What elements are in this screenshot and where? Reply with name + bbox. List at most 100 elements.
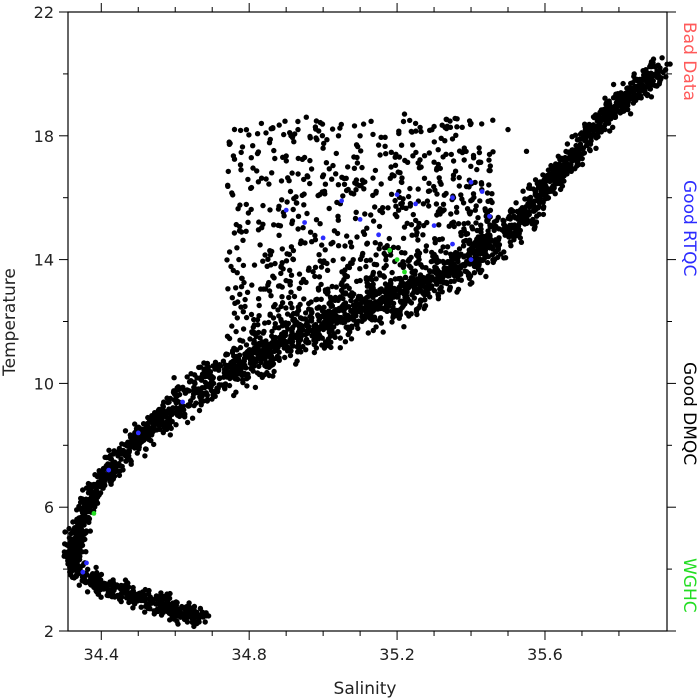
- scatter-point: [383, 253, 389, 259]
- scatter-point: [500, 217, 506, 223]
- scatter-point: [361, 186, 367, 192]
- scatter-point: [473, 220, 479, 226]
- scatter-point: [369, 277, 375, 283]
- scatter-point: [577, 142, 583, 149]
- scatter-point: [246, 132, 252, 138]
- scatter-point: [431, 159, 437, 165]
- scatter-point: [265, 352, 272, 358]
- scatter-point: [315, 285, 322, 291]
- scatter-point: [329, 303, 336, 309]
- scatter-point: [540, 205, 547, 211]
- scatter-point: [590, 123, 596, 130]
- scatter-point: [400, 235, 407, 241]
- scatter-point: [281, 213, 287, 219]
- scatter-point: [454, 266, 461, 272]
- scatter-point: [415, 286, 422, 292]
- scatter-point: [436, 222, 442, 228]
- scatter-point: [463, 237, 469, 244]
- scatter-point: [240, 338, 246, 344]
- scatter-point: [486, 182, 492, 188]
- scatter-point: [142, 609, 148, 615]
- rtqc-point: [431, 223, 437, 229]
- scatter-point: [388, 252, 394, 258]
- scatter-point: [561, 169, 567, 176]
- scatter-point: [238, 304, 244, 310]
- scatter-point: [95, 479, 102, 485]
- scatter-point: [345, 164, 351, 170]
- scatter-point: [342, 311, 348, 317]
- scatter-point: [167, 432, 173, 438]
- scatter-point: [659, 55, 665, 61]
- scatter-point: [303, 347, 309, 353]
- scatter-point: [76, 530, 83, 536]
- scatter-point: [442, 138, 448, 144]
- scatter-point: [229, 323, 235, 329]
- scatter-point: [564, 141, 571, 147]
- scatter-point: [455, 221, 462, 227]
- scatter-point: [407, 203, 413, 209]
- scatter-point: [415, 237, 421, 243]
- scatter-point: [188, 398, 194, 404]
- scatter-point: [507, 208, 514, 214]
- scatter-point: [324, 260, 330, 267]
- scatter-point: [123, 595, 130, 601]
- scatter-point: [378, 320, 385, 326]
- scatter-point: [216, 367, 222, 373]
- scatter-point: [411, 295, 417, 301]
- scatter-point: [203, 390, 209, 396]
- y-tick-label: 10: [34, 374, 54, 393]
- scatter-point: [101, 586, 107, 592]
- scatter-point: [455, 286, 462, 292]
- scatter-point: [399, 200, 405, 206]
- scatter-point: [472, 207, 478, 213]
- scatter-point: [342, 339, 349, 345]
- scatter-point: [147, 597, 154, 603]
- scatter-point: [348, 190, 354, 196]
- wghc-point: [394, 257, 400, 262]
- scatter-point: [551, 172, 557, 178]
- scatter-point: [322, 181, 329, 187]
- rtqc-point: [320, 235, 326, 241]
- scatter-point: [548, 162, 554, 169]
- scatter-point: [237, 127, 244, 134]
- scatter-point: [637, 81, 643, 87]
- scatter-point: [443, 125, 450, 132]
- scatter-point: [512, 222, 518, 228]
- scatter-point: [462, 253, 468, 259]
- scatter-point: [529, 221, 535, 227]
- scatter-point: [396, 130, 402, 137]
- scatter-point: [593, 145, 599, 151]
- scatter-point: [72, 526, 79, 532]
- scatter-point: [636, 89, 642, 96]
- scatter-point: [145, 605, 151, 612]
- scatter-point: [110, 585, 117, 591]
- scatter-point: [568, 164, 574, 170]
- rtqc-point: [106, 467, 112, 473]
- scatter-point: [468, 120, 474, 127]
- scatter-point: [371, 261, 377, 267]
- scatter-point: [270, 125, 276, 132]
- scatter-point: [325, 336, 331, 342]
- scatter-point: [140, 596, 146, 603]
- scatter-point: [278, 178, 285, 184]
- scatter-point: [297, 346, 303, 352]
- scatter-point: [632, 77, 638, 83]
- scatter-point: [322, 247, 328, 253]
- rtqc-point: [468, 257, 474, 262]
- rtqc-point: [394, 192, 400, 198]
- scatter-point: [274, 343, 280, 349]
- scatter-point: [238, 229, 245, 235]
- scatter-point: [193, 400, 199, 406]
- scatter-point: [470, 191, 477, 197]
- scatter-point: [540, 211, 547, 218]
- scatter-point: [321, 140, 327, 147]
- scatter-point: [289, 338, 296, 345]
- scatter-point: [399, 304, 405, 311]
- scatter-point: [593, 135, 599, 141]
- scatter-point: [605, 109, 611, 115]
- scatter-point: [401, 324, 407, 330]
- scatter-point: [406, 313, 412, 319]
- x-tick-label: 35.2: [379, 645, 415, 664]
- scatter-point: [263, 176, 269, 182]
- scatter-point: [448, 151, 454, 158]
